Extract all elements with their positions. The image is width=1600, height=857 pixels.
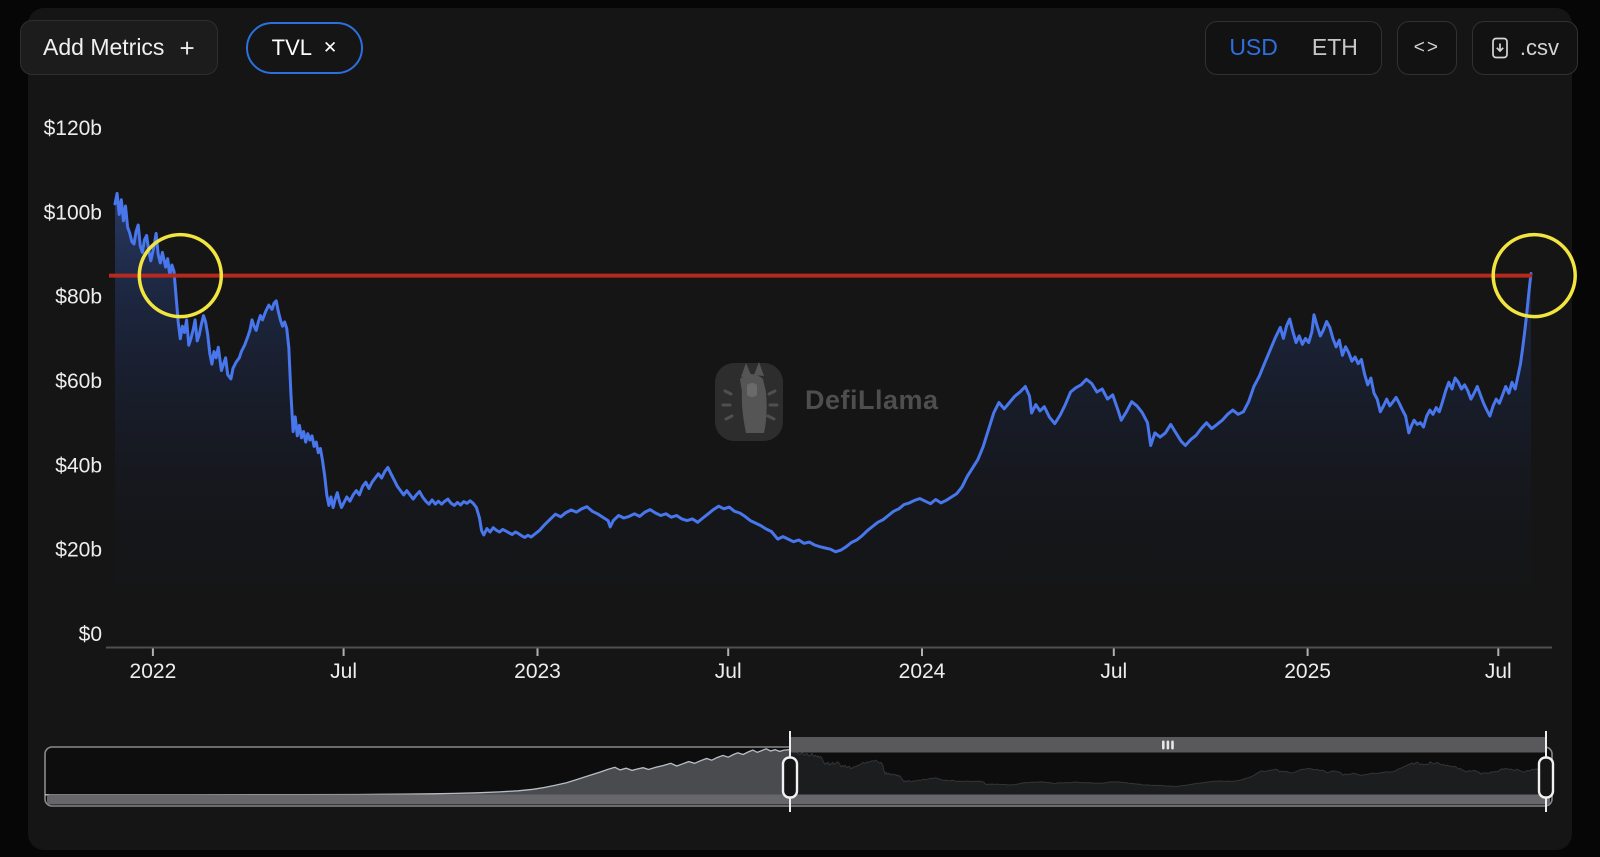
chart-actions: USD ETH <> .csv [1205, 20, 1578, 75]
y-tick-label: $40b [55, 454, 102, 477]
y-tick-label: $0 [79, 623, 102, 646]
x-tick-label: Jul [1485, 660, 1512, 683]
x-axis-labels: 2022 Jul 2023 Jul 2024 Jul 2025 Jul [130, 648, 1512, 683]
defillama-watermark: DefiLlama [712, 356, 939, 444]
plot-hover-area[interactable] [108, 105, 1552, 647]
right-brush-handle[interactable] [1537, 731, 1555, 812]
watermark-text: DefiLlama [805, 385, 939, 416]
y-tick-label: $120b [44, 117, 102, 140]
x-tick-label: Jul [715, 660, 742, 683]
annotation-circle-start [137, 232, 224, 319]
x-tick-label: Jul [330, 660, 357, 683]
drag-grip-icon [1162, 740, 1174, 750]
close-icon[interactable]: ✕ [322, 37, 338, 57]
y-tick-label: $60b [55, 370, 102, 393]
history-mini-line [45, 748, 791, 796]
plus-icon: + [179, 32, 195, 63]
x-tick-label: 2025 [1284, 660, 1331, 683]
history-mini-area [45, 748, 790, 795]
tvl-pill-label: TVL [271, 34, 312, 60]
add-metrics-button[interactable]: Add Metrics + [20, 20, 218, 75]
defillama-logo-icon [715, 362, 783, 441]
currency-eth-button[interactable]: ETH [1295, 22, 1375, 74]
currency-toggle: USD ETH [1205, 20, 1382, 75]
range-selector-bottom-bar[interactable] [47, 794, 1550, 805]
tvl-line [113, 191, 1533, 554]
download-file-icon [1492, 37, 1508, 58]
tvl-metric-pill[interactable]: TVL ✕ [245, 21, 364, 74]
range-selector [44, 731, 1555, 812]
y-tick-label: $20b [55, 539, 102, 562]
left-brush-handle[interactable] [781, 731, 799, 812]
code-icon: <> [1413, 36, 1440, 58]
tvl-area-fill [115, 193, 1531, 643]
x-tick-label: 2024 [899, 660, 946, 683]
metrics-controls: Add Metrics + TVL ✕ [20, 20, 364, 75]
add-metrics-label: Add Metrics [43, 34, 165, 60]
y-axis-labels: $120b $100b $80b $60b $40b $20b $0 [44, 117, 102, 646]
embed-code-button[interactable]: <> [1396, 20, 1457, 75]
y-tick-label: $80b [55, 286, 102, 309]
csv-download-button[interactable]: .csv [1471, 20, 1578, 75]
x-tick-label: 2022 [130, 660, 177, 683]
x-tick-label: 2023 [514, 660, 561, 683]
annotation-circle-end [1491, 232, 1577, 319]
selected-mini-area [789, 748, 1547, 796]
chart-toolbar: Add Metrics + TVL ✕ USD ETH <> .csv [20, 20, 1578, 75]
x-tick-label: Jul [1100, 660, 1127, 683]
y-tick-label: $100b [44, 201, 102, 224]
currency-usd-button[interactable]: USD [1212, 22, 1295, 74]
csv-label: .csv [1519, 34, 1559, 60]
